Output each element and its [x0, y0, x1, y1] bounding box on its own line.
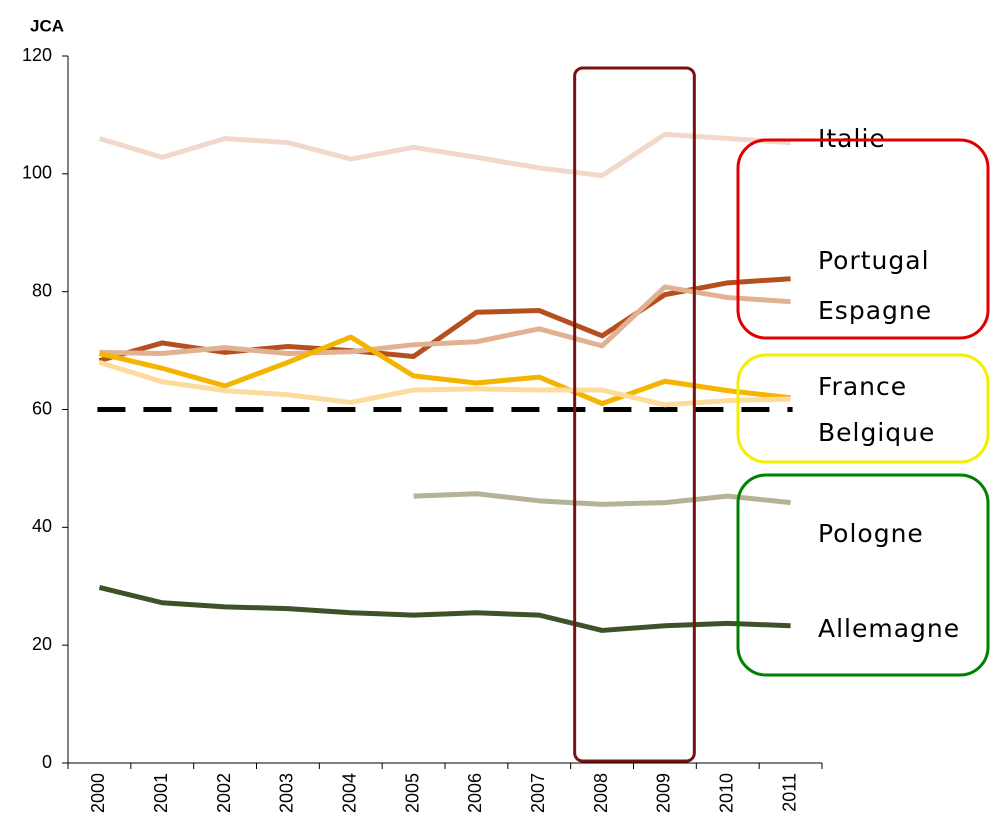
y-tick-label: 100: [22, 163, 52, 183]
y-tick-label: 80: [32, 280, 52, 300]
legend-label: Belgique: [818, 418, 935, 447]
legend-label: Espagne: [818, 296, 932, 325]
y-tick-label: 60: [32, 398, 52, 418]
x-tick-label: 2005: [402, 773, 422, 813]
x-tick-label: 2007: [528, 773, 548, 813]
group-box: [736, 138, 990, 340]
x-tick-label: 2002: [214, 773, 234, 813]
series-line: [98, 359, 791, 408]
chart-title: JCA: [30, 16, 64, 35]
highlight-box: [573, 66, 696, 763]
x-tick-label: 2008: [591, 773, 611, 813]
legend-label: France: [818, 372, 907, 401]
series-line: [98, 584, 791, 633]
series-line: [413, 491, 791, 507]
x-tick-label: 2000: [88, 773, 108, 813]
y-tick-label: 20: [32, 634, 52, 654]
x-tick-label: 2009: [654, 773, 674, 813]
x-tick-label: 2010: [717, 773, 737, 813]
x-tick-label: 2004: [340, 773, 360, 813]
x-tick-label: 2003: [277, 773, 297, 813]
group-box: [736, 473, 990, 677]
y-tick-label: 0: [42, 752, 52, 772]
x-tick-label: 2011: [779, 773, 799, 812]
x-tick-label: 2001: [151, 773, 171, 813]
x-tick-label: 2006: [465, 773, 485, 813]
group-box: [736, 353, 990, 464]
series-line: [98, 334, 791, 407]
legend-label: Pologne: [818, 519, 924, 548]
y-tick-label: 120: [22, 45, 52, 65]
series-line: [98, 131, 791, 179]
legend-label: Portugal: [818, 246, 930, 275]
legend-label: Allemagne: [818, 614, 960, 643]
y-tick-label: 40: [32, 516, 52, 536]
series-line: [99, 284, 791, 357]
